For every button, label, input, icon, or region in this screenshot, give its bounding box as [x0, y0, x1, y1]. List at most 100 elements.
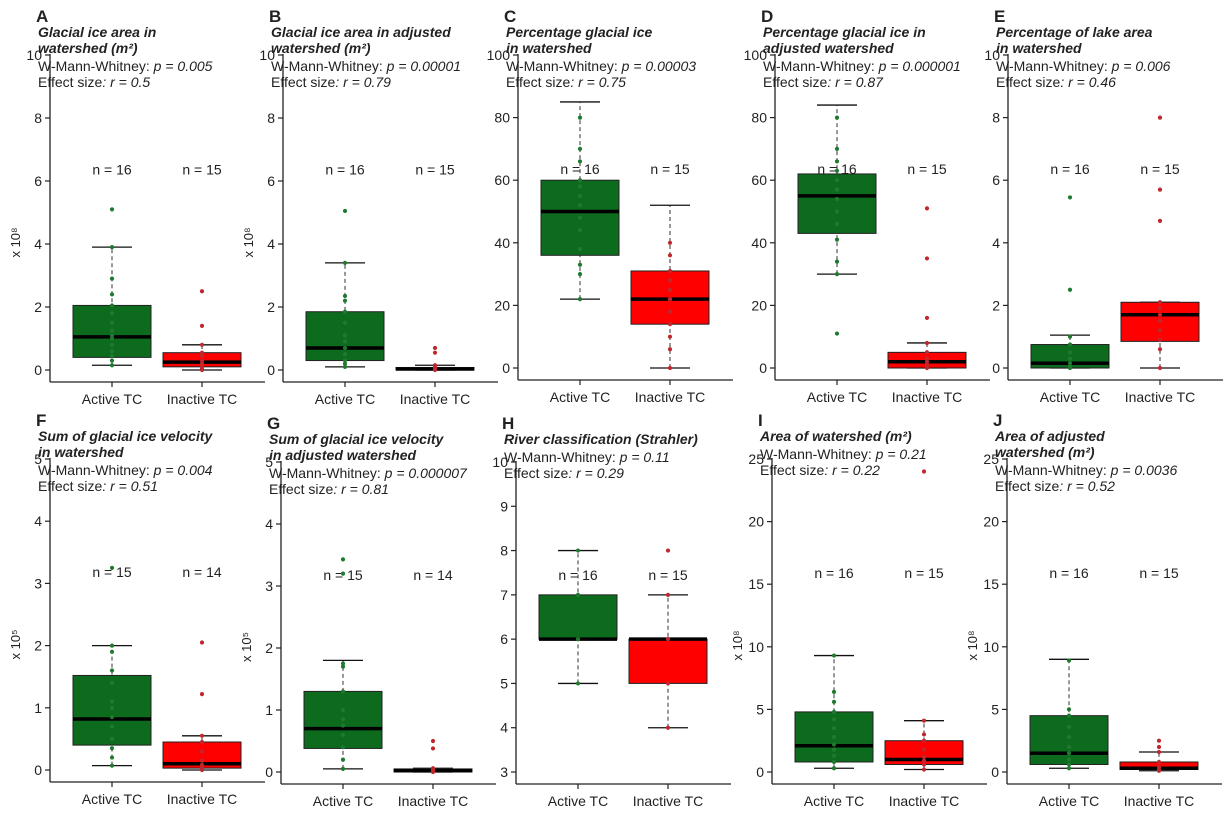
data-point — [665, 725, 671, 730]
p-value: p = 0.21 — [875, 446, 927, 462]
x-category-label: Inactive TC — [889, 793, 960, 809]
data-point — [831, 753, 837, 758]
x-category-label: Active TC — [1040, 389, 1100, 405]
y-tick-label: 100 — [744, 47, 768, 63]
y-tick-label: 25 — [748, 451, 764, 467]
data-point — [831, 766, 837, 771]
effect-label: Effect size — [38, 74, 103, 90]
effect-size-line: Effect size: r = 0.75 — [506, 74, 626, 90]
data-point — [109, 276, 115, 281]
y-tick-label: 100 — [487, 47, 511, 63]
test-label: W-Mann-Whitney: — [995, 462, 1111, 478]
test-stat-line: W-Mann-Whitney: p = 0.004 — [38, 462, 213, 478]
y-tick-label: 4 — [992, 235, 1000, 251]
data-point — [1067, 342, 1073, 347]
data-point — [1157, 328, 1163, 333]
data-point — [109, 643, 115, 648]
y-tick-label: 2 — [265, 640, 273, 656]
y-tick-label: 8 — [34, 110, 42, 126]
data-point — [342, 364, 348, 369]
data-point — [109, 680, 115, 686]
data-point — [109, 736, 115, 742]
iqr-box — [1029, 715, 1109, 765]
data-point — [109, 311, 115, 316]
y-tick-label: 4 — [34, 513, 42, 529]
x-category-label: Inactive TC — [1125, 389, 1196, 405]
data-point — [1066, 658, 1072, 663]
x-category-label: Active TC — [315, 391, 375, 407]
y-tick-label: 6 — [267, 173, 275, 189]
data-point — [577, 184, 583, 189]
data-point — [340, 766, 346, 772]
data-point — [921, 754, 927, 760]
data-point — [199, 640, 205, 645]
data-point — [199, 342, 205, 347]
data-point — [667, 287, 673, 292]
effect-label: Effect size — [271, 74, 336, 90]
y-tick-label: 60 — [494, 172, 510, 188]
y-tick-label: 3 — [500, 764, 508, 780]
data-point — [834, 221, 840, 227]
data-point — [109, 342, 115, 347]
data-point — [577, 159, 583, 164]
data-point — [924, 340, 930, 346]
data-point — [1066, 751, 1072, 756]
panel-title-line: River classification (Strahler) — [504, 431, 698, 447]
data-point — [575, 548, 581, 553]
data-point — [577, 215, 583, 220]
y-tick-label: 0 — [992, 360, 1000, 376]
panel-letter: B — [269, 7, 281, 26]
panel-letter: H — [502, 414, 514, 433]
test-label: W-Mann-Whitney: — [996, 58, 1112, 74]
y-tick-label: 40 — [751, 235, 767, 251]
x-category-label: Inactive TC — [400, 391, 471, 407]
panel-title-line: Percentage glacial ice — [506, 24, 653, 40]
x-category-label: Inactive TC — [633, 793, 704, 809]
panel-letter: J — [993, 411, 1002, 430]
data-point — [109, 565, 115, 570]
data-point — [432, 350, 438, 355]
data-point — [199, 692, 205, 697]
effect-label: Effect size — [269, 481, 334, 497]
y-tick-label: 5 — [500, 675, 508, 691]
data-point — [1157, 187, 1163, 192]
iqr-box — [628, 638, 708, 684]
data-point — [577, 246, 583, 252]
x-category-label: Inactive TC — [635, 389, 706, 405]
x-category-label: Active TC — [313, 793, 373, 809]
data-point — [924, 206, 930, 211]
box-active: Active TCn = 15 — [303, 557, 383, 809]
r-value: : r = 0.51 — [102, 478, 158, 494]
data-point — [831, 709, 837, 715]
y-tick-label: 4 — [500, 720, 508, 736]
y-tick-label: 3 — [265, 578, 273, 594]
y-tick-label: 20 — [748, 514, 764, 530]
data-point — [1157, 312, 1163, 317]
data-point — [834, 115, 840, 120]
data-point — [924, 362, 930, 367]
data-point — [109, 353, 115, 358]
data-point — [1156, 744, 1162, 750]
box-active: Active TCn = 16 — [305, 162, 385, 407]
data-point — [834, 237, 840, 242]
p-value: p = 0.0036 — [1110, 462, 1178, 478]
data-point — [667, 253, 673, 258]
data-point — [109, 333, 115, 338]
data-point — [667, 334, 673, 339]
data-point — [921, 718, 927, 723]
data-point — [1156, 738, 1162, 743]
iqr-box — [538, 594, 618, 640]
y-tick-label: 80 — [751, 110, 767, 126]
box-inactive: Inactive TC n = 15 — [1120, 115, 1200, 405]
data-point — [342, 260, 348, 265]
panel-title-line: watershed (m²) — [995, 444, 1095, 460]
y-tick-label: 2 — [34, 299, 42, 315]
data-point — [831, 734, 837, 740]
data-point — [199, 323, 205, 328]
box-active: Active TCn = 16 — [797, 104, 877, 405]
